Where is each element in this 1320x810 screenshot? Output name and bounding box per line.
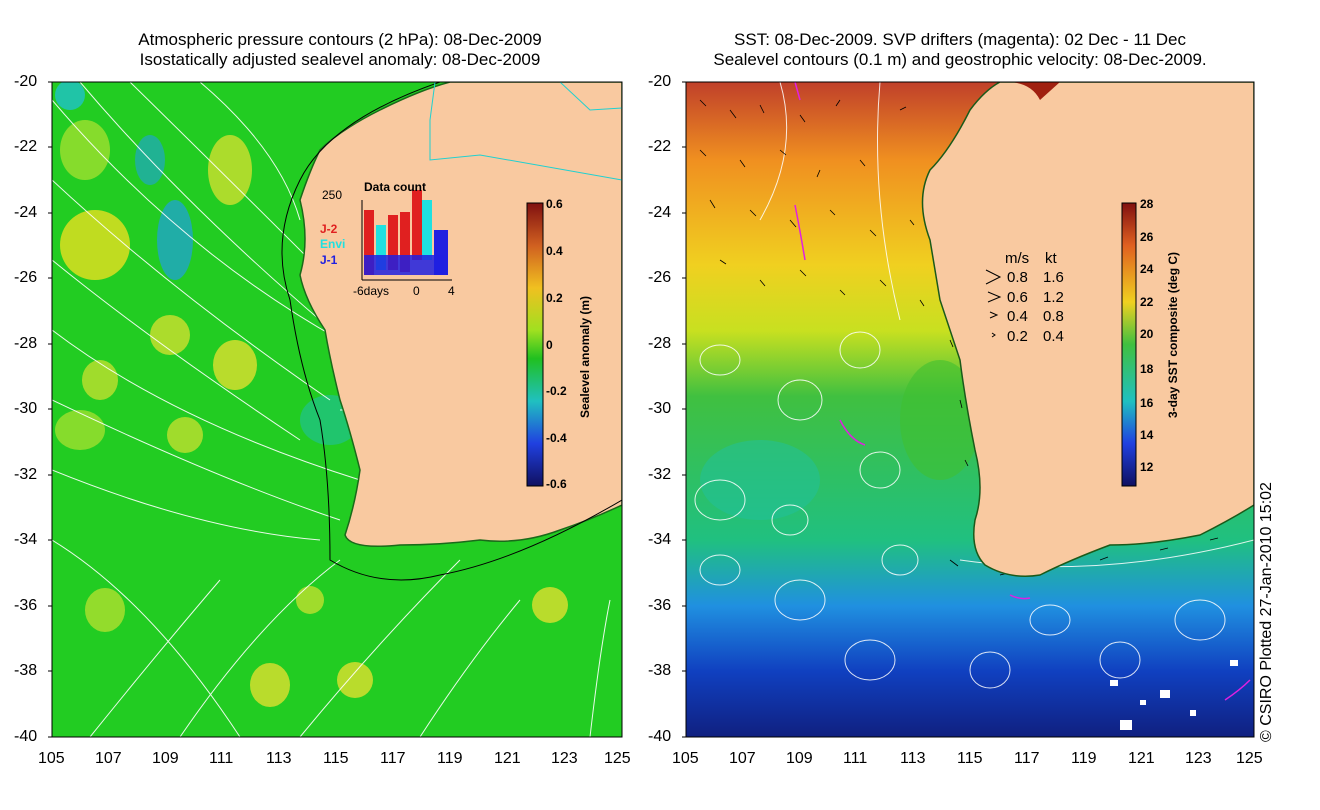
inset-legend-j1: J-1 — [320, 253, 338, 267]
x-tick: 119 — [437, 750, 463, 767]
right-title-line2: Sealevel contours (0.1 m) and geostrophi… — [713, 50, 1207, 69]
cb-tick: 16 — [1140, 396, 1154, 410]
y-tick: -30 — [14, 400, 38, 417]
x-tick: 121 — [494, 750, 521, 767]
speed-legend-ms: 0.4 — [1007, 308, 1028, 325]
x-tick: 125 — [604, 750, 631, 767]
y-tick: -26 — [648, 269, 672, 286]
x-tick: 107 — [95, 750, 122, 767]
cb-tick: 14 — [1140, 428, 1154, 442]
cb-tick: -0.4 — [546, 431, 567, 445]
y-tick: -20 — [648, 73, 672, 90]
x-tick: 109 — [152, 750, 179, 767]
inset-legend-j2: J-2 — [320, 222, 338, 236]
x-tick: 111 — [843, 750, 868, 767]
sst-colorbar — [1121, 202, 1137, 487]
y-tick: -32 — [14, 466, 38, 483]
cb-tick: 24 — [1140, 262, 1154, 276]
cb-tick: 22 — [1140, 295, 1154, 309]
data-count-inset — [361, 190, 452, 281]
speed-legend-ms: 0.6 — [1007, 289, 1028, 306]
sst-colorbar-title: 3-day SST composite (deg C) — [1166, 251, 1180, 418]
right-map — [686, 82, 1254, 737]
right-title-line1: SST: 08-Dec-2009. SVP drifters (magenta)… — [734, 30, 1186, 49]
x-tick: 121 — [1128, 750, 1155, 767]
y-tick: -36 — [14, 597, 38, 614]
cb-tick: -0.6 — [546, 477, 567, 491]
cb-tick: 0 — [546, 338, 553, 352]
inset-x-zero: 0 — [413, 284, 420, 298]
y-tick: -38 — [648, 662, 672, 679]
x-tick: 117 — [380, 750, 406, 767]
y-tick: -22 — [648, 138, 672, 155]
x-tick: 123 — [551, 750, 578, 767]
credit-text: © CSIRO Plotted 27-Jan-2010 15:02 — [1258, 482, 1275, 742]
x-tick: 115 — [957, 750, 983, 767]
x-tick: 117 — [1014, 750, 1040, 767]
y-tick: -40 — [14, 728, 38, 745]
sla-colorbar-title: Sealevel anomaly (m) — [578, 295, 592, 418]
speed-legend-ms: 0.2 — [1007, 328, 1028, 345]
inset-legend-envi: Envi — [320, 237, 346, 251]
y-tick: -34 — [14, 531, 38, 548]
speed-legend-ms: 0.8 — [1007, 269, 1028, 286]
left-title-line1: Atmospheric pressure contours (2 hPa): 0… — [138, 30, 542, 49]
tick-marks — [48, 81, 686, 738]
x-tick: 113 — [266, 750, 292, 767]
x-tick: 111 — [209, 750, 234, 767]
cb-tick: -0.2 — [546, 384, 567, 398]
speed-legend-kt: 0.8 — [1043, 308, 1064, 325]
inset-x-start: -6days — [353, 284, 390, 298]
y-tick: -20 — [14, 73, 38, 90]
speed-legend-header-ms: m/s — [1005, 250, 1030, 267]
y-tick: -38 — [14, 662, 38, 679]
left-title-line2: Isostatically adjusted sealevel anomaly:… — [139, 50, 541, 69]
x-tick: 109 — [786, 750, 813, 767]
cb-tick: 0.4 — [546, 244, 563, 258]
speed-legend-arrows — [985, 269, 1002, 338]
speed-legend-kt: 0.4 — [1043, 328, 1064, 345]
sla-colorbar — [526, 202, 544, 487]
x-tick: 123 — [1185, 750, 1212, 767]
cb-tick: 28 — [1140, 197, 1154, 211]
x-tick: 119 — [1071, 750, 1097, 767]
y-tick: -26 — [14, 269, 38, 286]
y-tick: -40 — [648, 728, 672, 745]
y-tick: -28 — [14, 335, 38, 352]
speed-legend-kt: 1.6 — [1043, 269, 1064, 286]
speed-legend-header-kt: kt — [1045, 250, 1057, 267]
cb-tick: 0.6 — [546, 197, 563, 211]
x-tick: 105 — [672, 750, 699, 767]
y-tick: -24 — [14, 204, 38, 221]
x-tick: 125 — [1236, 750, 1263, 767]
inset-x-end: 4 — [448, 284, 455, 298]
speed-legend-kt: 1.2 — [1043, 289, 1064, 306]
x-tick: 107 — [729, 750, 756, 767]
cb-tick: 12 — [1140, 460, 1154, 474]
inset-title: Data count — [364, 180, 427, 194]
x-tick: 105 — [38, 750, 65, 767]
y-tick: -22 — [14, 138, 38, 155]
cb-tick: 0.2 — [546, 291, 563, 305]
x-tick: 115 — [323, 750, 349, 767]
cb-tick: 18 — [1140, 362, 1154, 376]
y-tick: -34 — [648, 531, 672, 548]
cb-tick: 20 — [1140, 327, 1154, 341]
inset-ymax: 250 — [322, 188, 343, 202]
y-tick: -36 — [648, 597, 672, 614]
y-tick: -24 — [648, 204, 672, 221]
y-tick: -28 — [648, 335, 672, 352]
y-tick: -30 — [648, 400, 672, 417]
y-tick: -32 — [648, 466, 672, 483]
cb-tick: 26 — [1140, 230, 1154, 244]
x-tick: 113 — [900, 750, 926, 767]
